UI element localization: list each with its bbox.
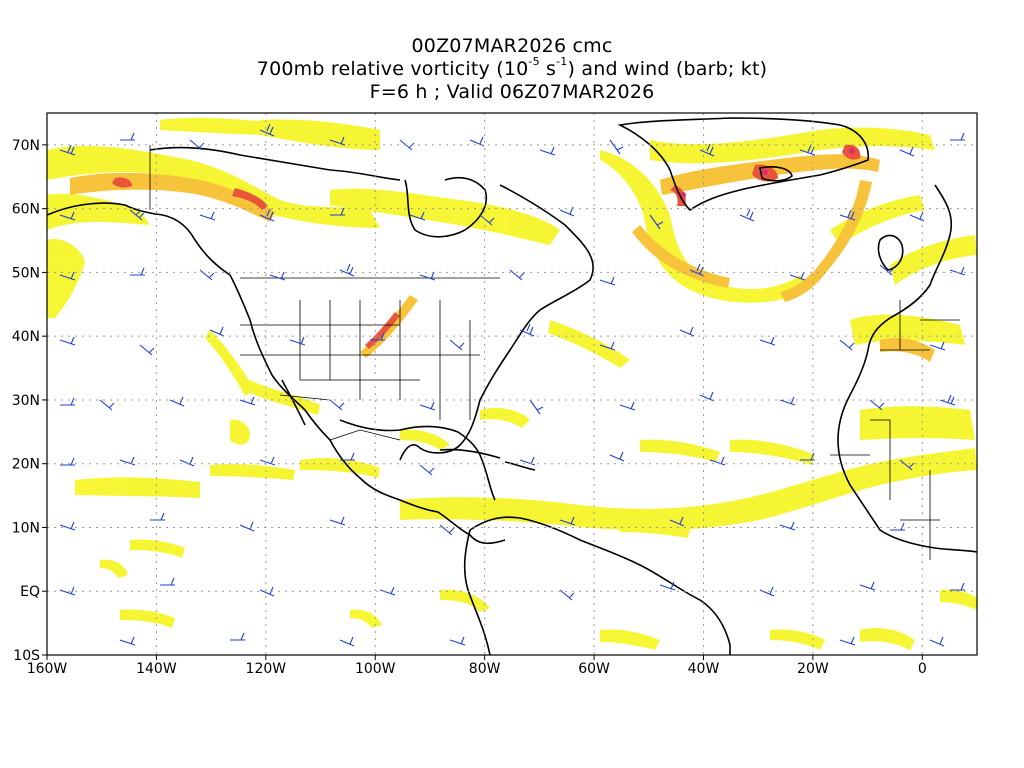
lat-lon-grid	[47, 113, 977, 655]
coastlines	[47, 117, 977, 655]
lat-label: EQ	[20, 584, 40, 600]
vorticity-level-6	[680, 148, 855, 198]
lon-label: 40W	[688, 661, 720, 677]
lat-label: 60N	[12, 202, 40, 218]
latitude-labels: 70N 60N 50N 40N 30N 20N 10N EQ 10S	[12, 138, 40, 664]
title-variable: 700mb relative vorticity (10	[256, 58, 529, 80]
lat-label: 70N	[12, 138, 40, 154]
lat-label: 40N	[12, 329, 40, 345]
title-exponent-1: -5	[528, 54, 540, 68]
lat-label: 20N	[12, 457, 40, 473]
map-title-line-1: 00Z07MAR2026 cmc	[411, 35, 613, 57]
vorticity-shading	[47, 117, 977, 650]
lon-label: 0	[918, 661, 927, 677]
lat-label: 10S	[13, 648, 40, 664]
lon-label: 20W	[797, 661, 829, 677]
lat-label: 50N	[12, 265, 40, 281]
lat-label: 10N	[12, 520, 40, 536]
lon-label: 160W	[27, 661, 68, 677]
wind-barbs	[59, 123, 966, 647]
longitude-labels: 160W 140W 120W 100W 80W 60W 40W 20W 0	[27, 661, 927, 677]
vorticity-level-1	[47, 117, 977, 650]
lon-label: 120W	[246, 661, 287, 677]
lon-label: 140W	[136, 661, 177, 677]
lat-label: 30N	[12, 393, 40, 409]
lon-label: 60W	[578, 661, 610, 677]
title-unit: s	[539, 58, 557, 80]
map-title-line-3: F=6 h ; Valid 06Z07MAR2026	[369, 81, 655, 103]
lon-label: 100W	[355, 661, 396, 677]
map-title-line-2: 700mb relative vorticity (10-5 s-1) and …	[0, 54, 1024, 80]
axis-ticks	[42, 144, 923, 660]
political-borders	[149, 145, 960, 560]
map-frame	[46, 112, 978, 656]
title-wind: ) and wind (barb; kt)	[567, 58, 768, 80]
lon-label: 80W	[469, 661, 501, 677]
title-exponent-2: -1	[556, 54, 568, 68]
